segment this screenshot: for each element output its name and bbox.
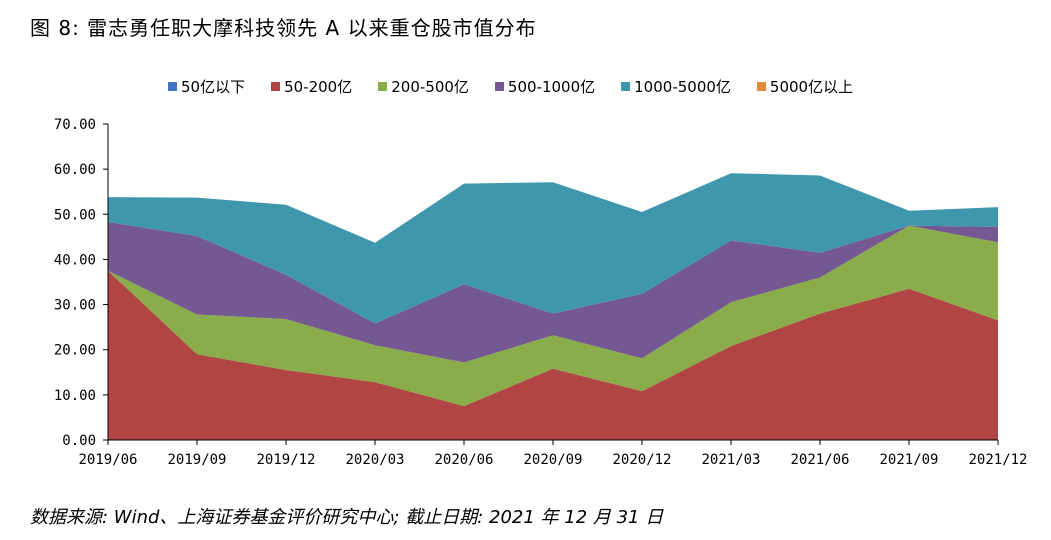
y-tick-label: 10.00 [54,388,96,404]
legend-item-5: 5000亿以上 [756,76,854,97]
legend-swatch [168,81,177,91]
y-tick-label: 0.00 [62,433,96,449]
legend-label: 5000亿以上 [769,77,854,96]
x-tick-label: 2021/03 [701,452,760,468]
y-tick-label: 50.00 [54,207,96,223]
legend-label: 1000-5000亿 [634,77,731,96]
area-series-3 [108,222,998,363]
y-tick-label: 70.00 [54,117,96,133]
area-series-1 [108,270,998,440]
y-tick-label: 30.00 [54,298,96,314]
figure-title: 图 8: 雷志勇任职大摩科技领先 A 以来重仓股市值分布 [30,16,537,40]
area-series-2 [108,225,998,407]
x-tick-label: 2021/12 [968,452,1027,468]
x-tick-label: 2019/06 [78,452,137,468]
chart-legend: 50亿以下 50-200亿 200-500亿 500-1000亿 1000-5000亿 5… [168,76,879,96]
area-series-4 [108,173,998,324]
source-note: 数据来源: Wind、上海证券基金评价研究中心; 截止日期: 2021 年 12… [30,507,664,528]
legend-label: 50亿以下 [181,77,246,96]
legend-swatch [621,81,631,91]
y-tick-label: 40.00 [54,252,96,268]
x-tick-label: 2020/06 [434,452,493,468]
y-tick-label: 60.00 [54,162,96,178]
legend-item-3: 500-1000亿 [494,76,596,97]
x-tick-label: 2021/09 [879,452,938,468]
legend-label: 200-500亿 [391,77,469,96]
x-tick-label: 2020/09 [523,452,582,468]
x-tick-label: 2020/12 [612,452,671,468]
legend-item-1: 50-200亿 [271,76,352,97]
legend-swatch [378,81,388,91]
legend-item-2: 200-500亿 [378,76,469,97]
x-tick-label: 2020/03 [345,452,404,468]
legend-swatch [756,81,766,91]
legend-swatch [271,81,281,91]
legend-label: 50-200亿 [284,77,353,96]
x-tick-label: 2019/12 [256,452,315,468]
legend-item-4: 1000-5000亿 [621,76,731,97]
y-tick-label: 20.00 [54,343,96,359]
legend-swatch [494,81,504,91]
x-tick-label: 2021/06 [790,452,849,468]
x-tick-label: 2019/09 [167,452,226,468]
legend-label: 500-1000亿 [507,77,596,96]
legend-item-0: 50亿以下 [168,76,245,97]
